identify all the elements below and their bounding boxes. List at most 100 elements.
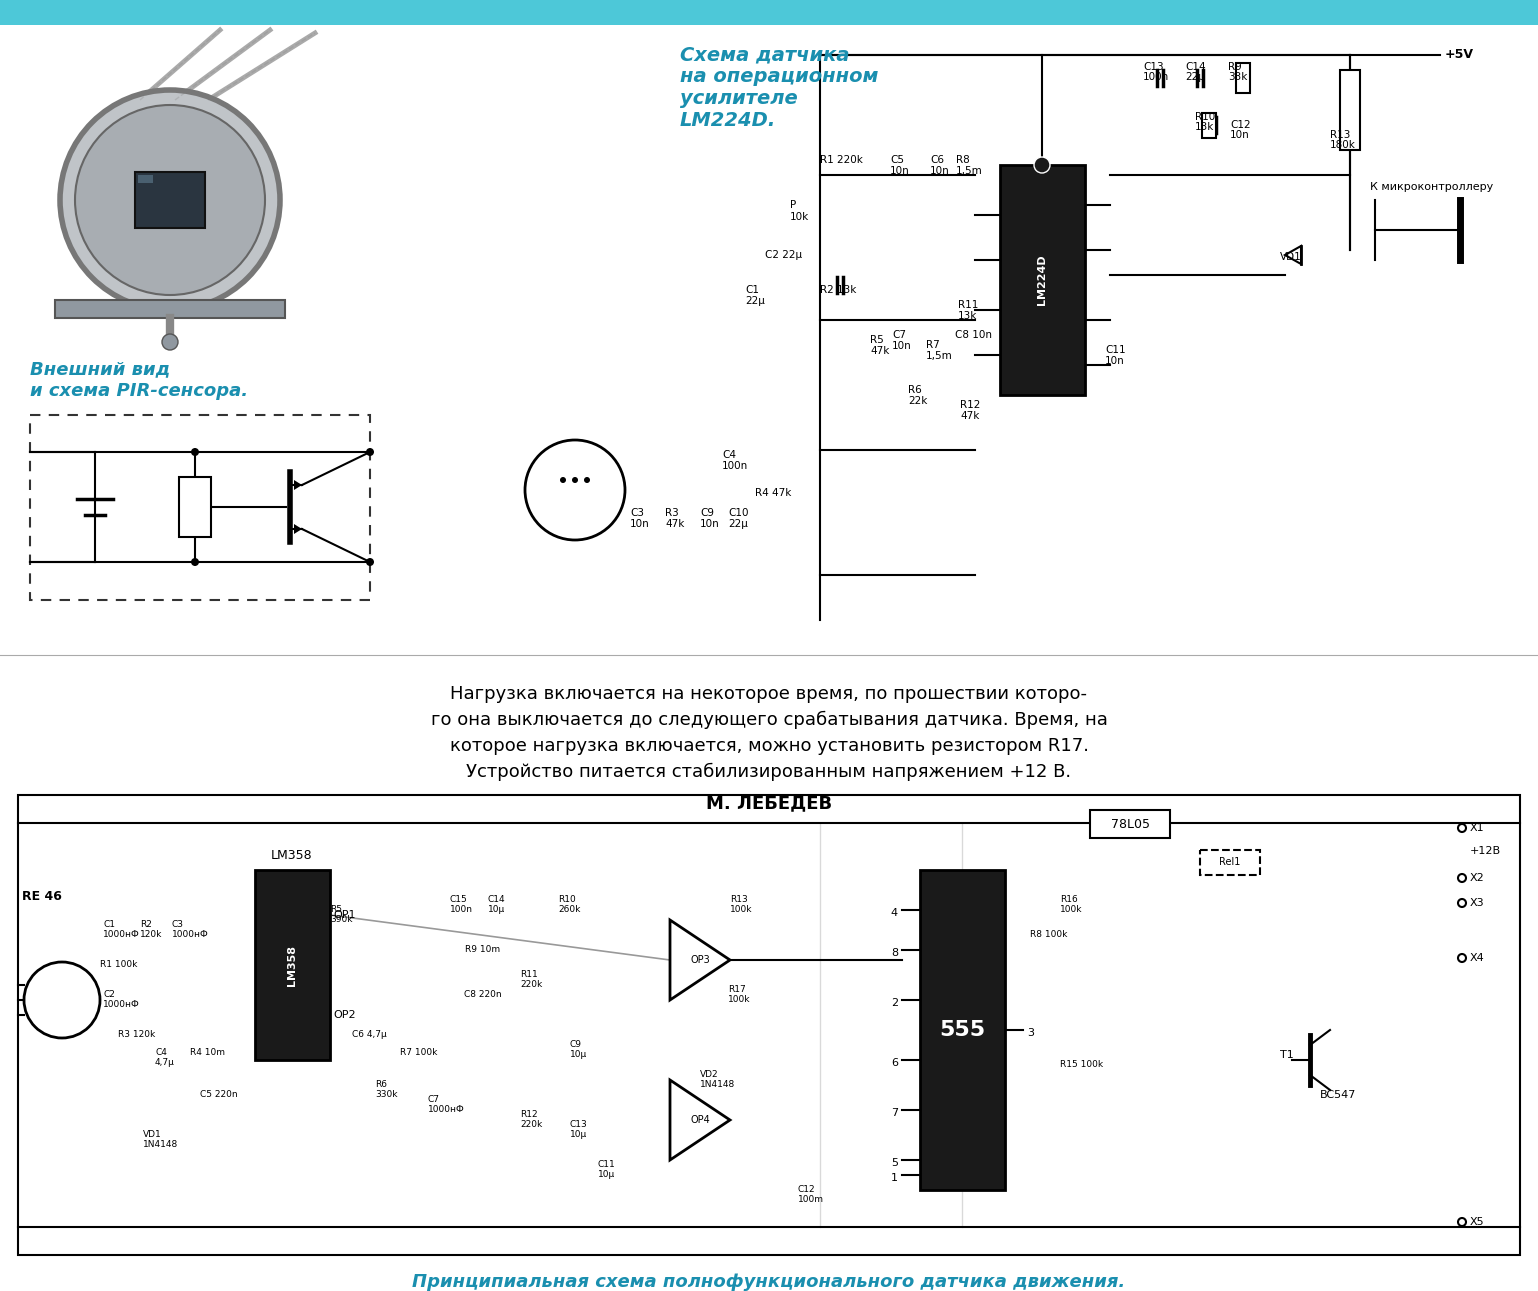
Text: R9 10m: R9 10m: [464, 945, 500, 954]
Text: X3: X3: [1470, 899, 1484, 908]
Text: R8 100k: R8 100k: [1030, 930, 1067, 939]
Text: P: P: [791, 200, 797, 210]
Text: C8 220n: C8 220n: [464, 990, 501, 999]
Text: C1
1000нФ: C1 1000нФ: [103, 920, 140, 940]
Circle shape: [366, 448, 374, 456]
Text: R1 100k: R1 100k: [100, 961, 137, 970]
Text: +12B: +12B: [1470, 846, 1501, 856]
Text: 180k: 180k: [1330, 139, 1357, 150]
Bar: [1203, 114, 1217, 138]
Bar: [138, 176, 152, 183]
Text: Принципиальная схема полнофункционального датчика движения.: Принципиальная схема полнофункциональног…: [412, 1273, 1126, 1291]
Text: 78L05: 78L05: [1110, 817, 1149, 830]
Text: R9: R9: [1227, 62, 1241, 72]
Text: LM358: LM358: [288, 945, 297, 985]
Text: R6
330k: R6 330k: [375, 1081, 397, 1100]
Circle shape: [161, 334, 178, 350]
Text: 10n: 10n: [1104, 356, 1124, 367]
Text: VD2
1N4148: VD2 1N4148: [700, 1070, 735, 1090]
Text: R12: R12: [960, 400, 980, 411]
Bar: [255, 870, 331, 1060]
Text: R8: R8: [957, 155, 970, 165]
Text: R12
220k: R12 220k: [520, 1110, 543, 1130]
Text: 22k: 22k: [907, 396, 927, 405]
Text: R13
100k: R13 100k: [731, 895, 752, 914]
Text: X1: X1: [1470, 822, 1484, 833]
Text: 10n: 10n: [631, 519, 649, 529]
Text: R11: R11: [958, 300, 978, 310]
Bar: [31, 414, 371, 600]
Text: R1 220k: R1 220k: [820, 155, 863, 165]
Text: Rel1: Rel1: [1220, 857, 1241, 868]
Text: 1,5m: 1,5m: [957, 167, 983, 176]
Text: X4: X4: [1470, 953, 1484, 963]
Text: R16
100k: R16 100k: [1060, 895, 1083, 914]
Text: C5: C5: [891, 155, 904, 165]
Circle shape: [572, 476, 578, 483]
Bar: [1090, 809, 1170, 838]
Text: LM224D: LM224D: [1037, 254, 1047, 305]
Circle shape: [75, 105, 265, 296]
Text: C14: C14: [1184, 62, 1206, 72]
Text: усилителе: усилителе: [680, 89, 798, 108]
Text: 1,5m: 1,5m: [926, 351, 952, 361]
Text: C1: C1: [744, 285, 758, 296]
Text: 7: 7: [891, 1108, 898, 1118]
Text: C11: C11: [1104, 345, 1126, 355]
Circle shape: [366, 558, 374, 565]
Text: X2: X2: [1470, 873, 1484, 883]
Text: К микроконтроллеру: К микроконтроллеру: [1370, 182, 1493, 192]
Text: C13: C13: [1143, 62, 1164, 72]
Text: OP4: OP4: [691, 1115, 711, 1124]
Text: 10n: 10n: [891, 167, 910, 176]
Bar: [18, 795, 1520, 1255]
Text: C15
100n: C15 100n: [451, 895, 474, 914]
Circle shape: [584, 476, 591, 483]
Text: 47k: 47k: [664, 519, 684, 529]
Text: C3
1000нФ: C3 1000нФ: [172, 920, 209, 940]
Text: на операционном: на операционном: [680, 67, 878, 86]
Text: C12: C12: [1230, 120, 1250, 130]
Text: 1: 1: [891, 1174, 898, 1183]
Text: 3: 3: [1027, 1028, 1034, 1038]
Circle shape: [560, 476, 566, 483]
Text: OP3: OP3: [691, 955, 711, 964]
Text: T1: T1: [1280, 1050, 1293, 1060]
Text: которое нагрузка включается, можно установить резистором R17.: которое нагрузка включается, можно устан…: [449, 737, 1089, 755]
Text: го она выключается до следующего срабатывания датчика. Время, на: го она выключается до следующего срабаты…: [431, 711, 1107, 729]
Text: BC547: BC547: [1320, 1090, 1357, 1100]
Text: +5V: +5V: [1446, 49, 1473, 62]
Text: C2
1000нФ: C2 1000нФ: [103, 990, 140, 1010]
Text: C9: C9: [700, 507, 714, 518]
Text: 6: 6: [891, 1059, 898, 1068]
Text: C14
10μ: C14 10μ: [488, 895, 506, 914]
Text: LM224D.: LM224D.: [680, 111, 777, 130]
Circle shape: [60, 90, 280, 310]
Text: C4: C4: [721, 451, 737, 460]
Text: 13k: 13k: [1195, 123, 1215, 132]
Text: C6: C6: [930, 155, 944, 165]
Text: R4 47k: R4 47k: [755, 488, 792, 498]
Text: 33k: 33k: [1227, 72, 1247, 83]
Text: C4
4,7μ: C4 4,7μ: [155, 1048, 175, 1068]
Text: 47k: 47k: [960, 411, 980, 421]
Text: 22μ: 22μ: [744, 296, 764, 306]
Text: 555: 555: [938, 1020, 984, 1041]
Text: Схема датчика: Схема датчика: [680, 45, 849, 65]
Text: C11
10μ: C11 10μ: [598, 1161, 615, 1180]
Text: R10: R10: [1195, 112, 1215, 123]
Polygon shape: [294, 480, 301, 491]
Text: Устройство питается стабилизированным напряжением +12 В.: Устройство питается стабилизированным на…: [466, 763, 1072, 781]
Circle shape: [191, 448, 198, 456]
Text: 22μ: 22μ: [727, 519, 747, 529]
Text: R3: R3: [664, 507, 678, 518]
Text: М. ЛЕБЕДЕВ: М. ЛЕБЕДЕВ: [706, 794, 832, 812]
Text: RE 46: RE 46: [22, 889, 62, 902]
Text: R11
220k: R11 220k: [520, 970, 543, 989]
Text: 10n: 10n: [1230, 130, 1250, 139]
Text: C2 22μ: C2 22μ: [764, 250, 803, 259]
Text: R5
390k: R5 390k: [331, 905, 352, 924]
Bar: [1340, 70, 1360, 150]
Text: 10n: 10n: [930, 167, 950, 176]
Text: 2: 2: [891, 998, 898, 1008]
